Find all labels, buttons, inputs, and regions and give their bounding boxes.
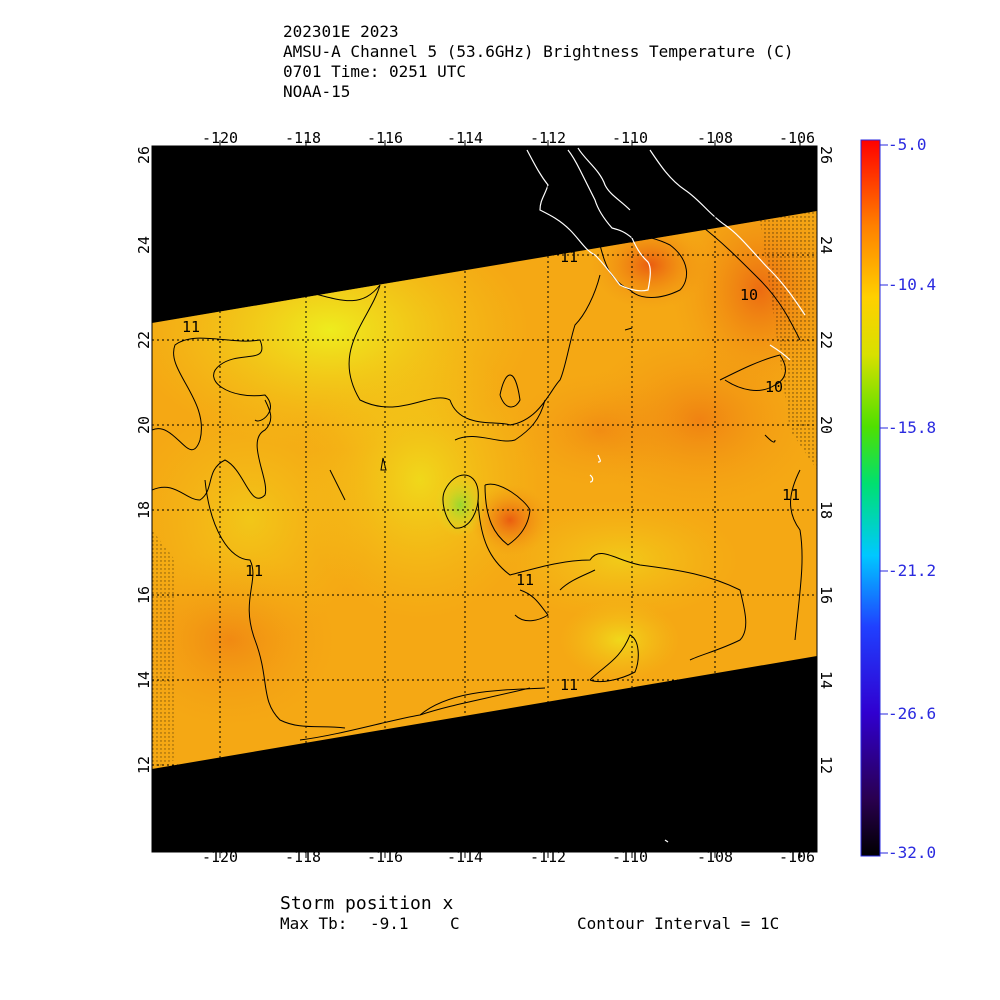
lat-label: 14	[817, 671, 835, 689]
lon-label: -110	[612, 848, 648, 866]
lat-label: 20	[817, 416, 835, 434]
lat-label: 12	[817, 756, 835, 774]
storm-position-label: Storm position x	[280, 893, 454, 914]
lat-label: 22	[817, 331, 835, 349]
contour-label: 11	[245, 562, 263, 580]
lon-labels-top: -120 -118 -116 -114 -112 -110 -108 -106	[202, 129, 815, 147]
contour-label: 11	[182, 318, 200, 336]
contour-label: 10	[765, 378, 783, 396]
contour-label: 11	[782, 486, 800, 504]
max-tb-value: -9.1	[370, 914, 409, 933]
lat-label: 24	[817, 236, 835, 254]
lat-label: 12	[135, 756, 153, 774]
lon-label: -106	[779, 848, 815, 866]
lat-label: 14	[135, 671, 153, 689]
lon-label: -116	[367, 129, 403, 147]
lat-label: 24	[135, 236, 153, 254]
lon-label: -120	[202, 848, 238, 866]
colorbar	[860, 139, 881, 857]
contour-label: 10	[740, 286, 758, 304]
lon-label: -118	[285, 848, 321, 866]
satellite-title: NOAA-15	[283, 82, 351, 101]
lon-label: -112	[530, 848, 566, 866]
lon-label: -120	[202, 129, 238, 147]
contours	[151, 224, 803, 741]
lon-labels-bottom: -120 -118 -116 -114 -112 -110 -108 -106	[202, 848, 815, 866]
product-title: AMSU-A Channel 5 (53.6GHz) Brightness Te…	[283, 42, 794, 61]
coastline	[526, 147, 806, 843]
lat-labels-right: 12 14 16 18 20 22 24 26	[817, 146, 835, 774]
lon-label: -118	[285, 129, 321, 147]
contour-label: 11	[560, 248, 578, 266]
map-frame	[151, 145, 818, 853]
max-tb-unit: C	[450, 914, 460, 933]
lat-label: 26	[135, 146, 153, 164]
title-block: 202301E 2023 AMSU-A Channel 5 (53.6GHz) …	[283, 22, 794, 102]
lon-label: -114	[447, 848, 483, 866]
contour-interval-label: Contour Interval = 1C	[577, 914, 780, 933]
storm-id-title: 202301E 2023	[283, 22, 399, 41]
colorbar-label: -15.8	[888, 418, 937, 437]
lon-label: -108	[697, 848, 733, 866]
colorbar-ticks	[880, 144, 888, 854]
lon-label: -114	[447, 129, 483, 147]
colorbar-label: -21.2	[888, 561, 937, 580]
lat-label: 18	[135, 501, 153, 519]
lon-label: -112	[530, 129, 566, 147]
lat-label: 16	[135, 586, 153, 604]
lon-label: -106	[779, 129, 815, 147]
lat-label: 18	[817, 501, 835, 519]
max-tb-label: Max Tb:	[280, 914, 348, 933]
colorbar-label: -5.0	[888, 135, 927, 154]
lat-label: 26	[817, 146, 835, 164]
time-title: 0701 Time: 0251 UTC	[283, 62, 467, 81]
colorbar-label: -10.4	[888, 275, 937, 294]
colorbar-label: -32.0	[888, 843, 937, 862]
tick-marks	[219, 140, 801, 858]
colorbar-label: -26.6	[888, 704, 937, 723]
lat-label: 16	[817, 586, 835, 604]
graticule	[152, 146, 817, 852]
lon-label: -116	[367, 848, 403, 866]
lat-label: 22	[135, 331, 153, 349]
lat-labels-left: 12 14 16 18 20 22 24 26	[135, 146, 153, 774]
lon-label: -110	[612, 129, 648, 147]
lat-label: 20	[135, 416, 153, 434]
lon-label: -108	[697, 129, 733, 147]
contour-label: 11	[560, 676, 578, 694]
contour-label: 11	[516, 571, 534, 589]
